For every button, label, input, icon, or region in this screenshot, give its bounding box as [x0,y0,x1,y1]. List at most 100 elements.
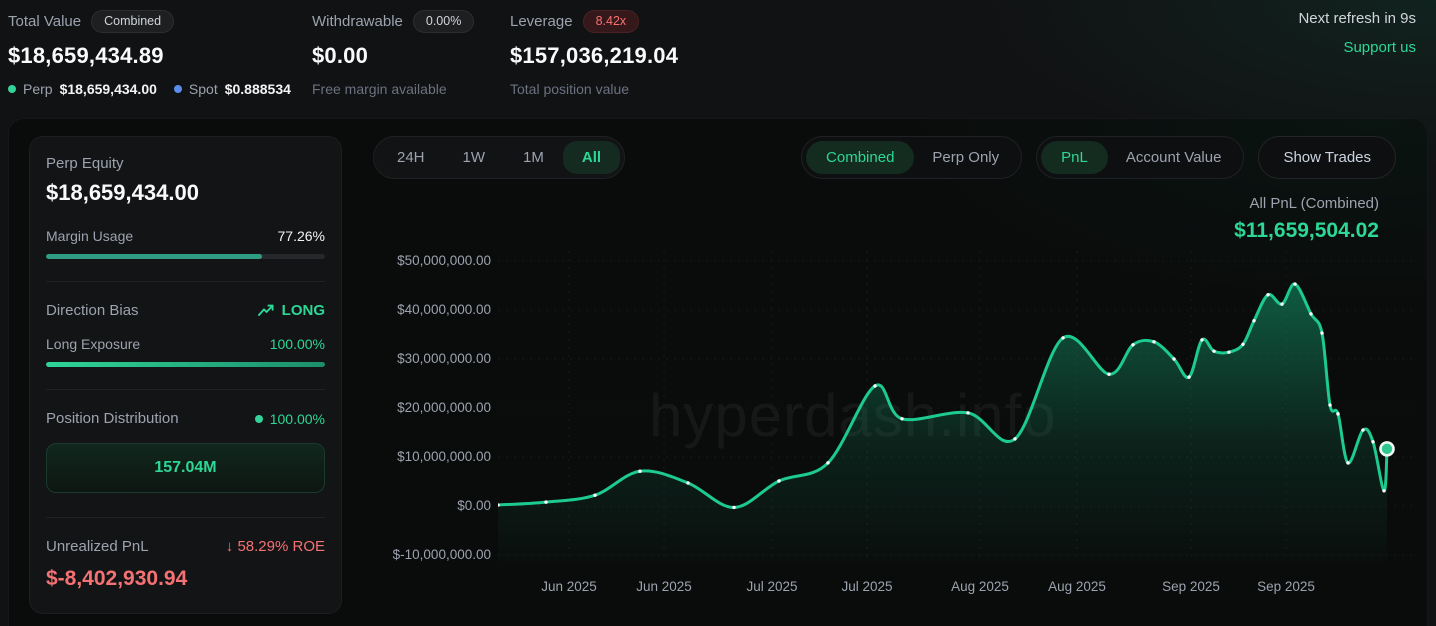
direction-bias-value: LONG [281,302,325,319]
y-axis-label: $40,000,000.00 [397,302,491,317]
x-axis-label: Jun 2025 [541,579,597,594]
perp-label: Perp [23,81,53,97]
data-point [1241,342,1245,346]
x-axis: Jun 2025 Jun 2025 Jul 2025 Jul 2025 Aug 2025… [498,561,1413,601]
roe-value: 58.29% ROE [237,538,325,555]
data-point [1212,349,1216,353]
x-axis-label: Jun 2025 [636,579,692,594]
margin-usage-percent: 77.26% [277,228,325,244]
divider [46,389,325,390]
topbar: Total Value Combined $18,659,434.89 Perp… [0,0,1436,118]
data-point [1252,319,1256,323]
data-point [826,461,830,465]
pnl-chart[interactable] [498,251,1413,561]
tab-all[interactable]: All [562,141,621,174]
total-value-legend: Perp $18,659,434.00 Spot $0.888534 [8,81,301,97]
position-distribution-label: Position Distribution [46,410,179,427]
unrealized-pnl-value: $-8,402,930.94 [46,567,188,590]
spot-dot-icon [173,85,182,93]
leverage-label: Leverage [510,12,573,30]
tab-24h[interactable]: 24H [397,149,425,166]
withdrawable-subtext: Free margin available [312,81,447,97]
down-arrow-icon: ↓ [225,538,234,555]
data-point [1382,489,1386,493]
x-axis-label: Jul 2025 [746,579,798,594]
total-value-stat: Total Value Combined $18,659,434.89 Perp… [8,8,301,97]
mode-perp-only[interactable]: Perp Only [932,149,1000,166]
divider [46,281,325,282]
data-point [966,411,970,415]
data-point [1371,440,1375,444]
perp-dot-icon [8,85,16,93]
data-point [777,479,781,483]
tab-1w[interactable]: 1W [462,149,486,166]
perp-equity-label: Perp Equity [46,155,124,172]
data-point [1346,461,1350,465]
divider [46,517,325,518]
perp-value: $18,659,434.00 [59,81,157,97]
position-distribution-percent: 100.00% [269,410,325,427]
time-range-tabs: 24H 1W 1M All [373,136,626,179]
data-point [1309,312,1313,316]
y-axis-label: $30,000,000.00 [397,351,491,366]
show-trades-button[interactable]: Show Trades [1258,136,1396,179]
distribution-dot-icon [254,414,263,423]
total-value-amount: $18,659,434.89 [8,43,164,68]
pnl-header: All PnL (Combined) $11,659,504.02 [1234,195,1379,243]
refresh-countdown: Next refresh in 9s [1298,10,1416,27]
mode-combined[interactable]: Combined [806,141,915,174]
data-point [1361,428,1365,432]
data-point [686,481,690,485]
leverage-stat: Leverage 8.42x $157,036,219.04 Total pos… [510,8,678,97]
withdrawable-label: Withdrawable [312,12,403,30]
y-axis-label: $50,000,000.00 [397,252,491,268]
data-point [1152,340,1156,344]
y-axis-label: $0.00 [457,498,491,513]
pnl-header-label: All PnL (Combined) [1249,195,1380,212]
data-point [1227,350,1231,354]
data-point [900,417,904,421]
latest-point-marker[interactable] [1379,441,1395,457]
support-us-link[interactable]: Support us [1343,39,1416,56]
spot-label: Spot [188,81,218,97]
data-point [1280,302,1284,306]
y-axis: $50,000,000.00 $40,000,000.00 $30,000,000.… [361,251,491,562]
position-distribution-segment[interactable]: 157.04M [46,443,325,493]
perp-equity-value: $18,659,434.00 [46,180,199,205]
trend-up-icon [257,304,274,316]
data-point [1172,357,1176,361]
pnl-header-value: $11,659,504.02 [1234,219,1379,242]
leverage-amount: $157,036,219.04 [510,43,679,68]
unrealized-pnl-label: Unrealized PnL [46,538,149,555]
metric-account-value[interactable]: Account Value [1125,149,1222,166]
withdrawable-stat: Withdrawable 0.00% $0.00 Free margin ava… [312,8,475,97]
x-axis-label: Jul 2025 [841,579,893,594]
metric-pnl[interactable]: PnL [1041,141,1108,174]
data-point [1107,372,1111,376]
withdrawable-percent-badge: 0.00% [412,9,475,33]
chart-toolbar: Combined Perp Only PnL Account Value Sho… [801,136,1396,179]
x-axis-label: Sep 2025 [1257,579,1315,594]
x-axis-label: Aug 2025 [951,579,1009,594]
tab-1m[interactable]: 1M [523,149,544,166]
data-point [498,503,500,507]
position-distribution-value: 157.04M [154,459,217,476]
metric-toggle: PnL Account Value [1036,136,1245,179]
data-point [1013,437,1017,441]
total-value-label: Total Value [8,12,82,30]
data-point [1200,338,1204,342]
spot-value: $0.888534 [224,81,291,97]
long-exposure-bar-fill [46,362,325,367]
data-point [1266,293,1270,297]
long-exposure-label: Long Exposure [46,336,141,352]
long-exposure-percent: 100.00% [269,336,325,352]
data-point [1187,375,1191,379]
data-point [544,500,548,504]
data-point [873,384,877,388]
data-point [1293,282,1297,286]
data-point [593,493,597,497]
margin-usage-bar [46,254,325,259]
combined-badge: Combined [91,9,175,33]
x-axis-label: Aug 2025 [1048,579,1106,594]
withdrawable-amount: $0.00 [312,43,369,68]
